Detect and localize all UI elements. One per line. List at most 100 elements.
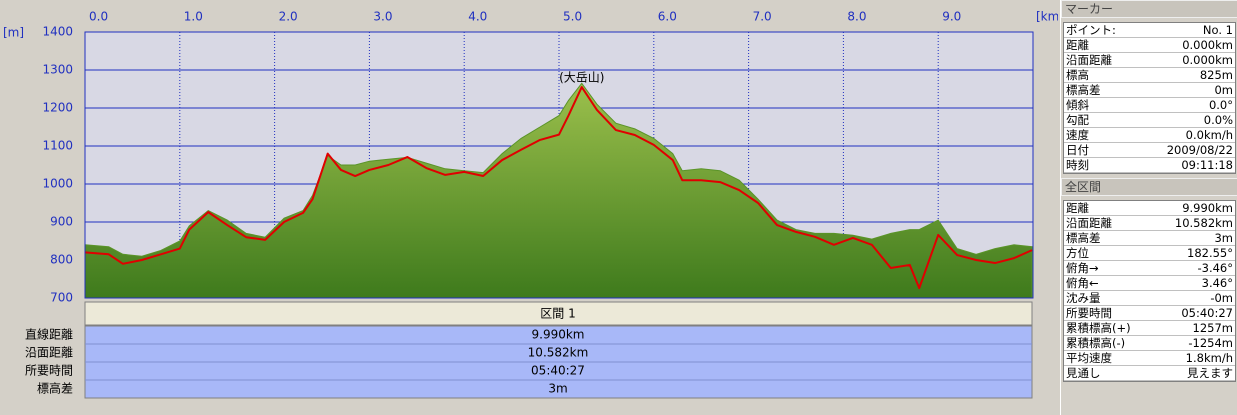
info-value: 05:40:27 (1181, 306, 1233, 320)
info-label: 標高 (1066, 68, 1089, 82)
info-row: 速度 0.0km/h (1064, 128, 1235, 143)
x-tick-label: 2.0 (279, 10, 298, 24)
y-tick-label: 1000 (42, 177, 73, 191)
info-label: 速度 (1066, 128, 1089, 142)
row-label: 沿面距離 (25, 346, 73, 360)
info-value: 3.46° (1201, 276, 1233, 290)
info-row: 日付 2009/08/22 (1064, 143, 1235, 158)
info-row: 方位 182.55° (1064, 246, 1235, 261)
y-tick-label: 1100 (42, 139, 73, 153)
x-tick-label: 6.0 (658, 10, 677, 24)
info-row: 俯角→ -3.46° (1064, 261, 1235, 276)
profile-chart: [m] [km] 区間 1 直線距離 9.990km 沿面距離 10.582km 所要時… (3, 10, 1058, 399)
x-tick-label: 3.0 (373, 10, 392, 24)
info-value: -3.46° (1197, 261, 1233, 275)
row-value: 3m (548, 382, 567, 396)
info-label: 傾斜 (1066, 98, 1089, 112)
info-row: 沿面距離 10.582km (1064, 216, 1235, 231)
info-value: 2009/08/22 (1166, 143, 1233, 157)
info-label: 俯角← (1066, 276, 1099, 290)
y-tick-label: 700 (50, 291, 73, 305)
info-label: 沿面距離 (1066, 216, 1112, 230)
info-row: 勾配 0.0% (1064, 113, 1235, 128)
info-row: 標高差 3m (1064, 231, 1235, 246)
info-value: 0.000km (1182, 38, 1233, 52)
track-line (84, 86, 1033, 290)
info-label: 俯角→ (1066, 261, 1099, 275)
info-row: 俯角← 3.46° (1064, 276, 1235, 291)
info-row: 傾斜 0.0° (1064, 98, 1235, 113)
info-value: 9.990km (1182, 201, 1233, 215)
peak-label: (大岳山) (559, 71, 604, 85)
row-label: 直線距離 (25, 327, 73, 342)
info-row: 累積標高(-) -1254m (1064, 336, 1235, 351)
info-row: 標高 825m (1064, 68, 1235, 83)
x-tick-label: 5.0 (563, 10, 582, 24)
info-label: 累積標高(-) (1066, 336, 1126, 350)
y-tick-label: 900 (50, 215, 73, 229)
y-tick-label: 1400 (42, 25, 73, 39)
row-value: 05:40:27 (531, 364, 585, 378)
x-tick-label: 7.0 (753, 10, 772, 24)
plot-frame (84, 31, 1034, 299)
section-header (84, 301, 1033, 326)
info-label: 沿面距離 (1066, 53, 1112, 67)
info-row: ポイント: No. 1 (1064, 23, 1235, 38)
info-label: 距離 (1066, 201, 1089, 215)
info-value: 0m (1214, 83, 1233, 97)
info-label: 日付 (1066, 143, 1089, 157)
info-value: -0m (1210, 291, 1233, 305)
info-label: 標高差 (1066, 231, 1101, 245)
x-unit: [km] (1036, 10, 1058, 24)
terrain-area (84, 82, 1033, 299)
info-value: -1254m (1188, 336, 1233, 350)
x-tick-label: 9.0 (942, 10, 961, 24)
info-row: 距離 9.990km (1064, 201, 1235, 216)
info-value: 1.8km/h (1185, 351, 1233, 365)
y-tick-label: 800 (50, 253, 73, 267)
info-value: 見えます (1187, 366, 1233, 380)
y-tick-label: 1200 (42, 101, 73, 115)
x-tick-label: 4.0 (468, 10, 487, 24)
total-title: 全区間 (1061, 178, 1237, 196)
row-value: 9.990km (532, 328, 585, 342)
info-label: 所要時間 (1066, 306, 1112, 320)
info-label: 平均速度 (1066, 351, 1112, 365)
info-row: 標高差 0m (1064, 83, 1235, 98)
info-value: 0.0km/h (1185, 128, 1233, 142)
info-row: 沿面距離 0.000km (1064, 53, 1235, 68)
info-label: 沈み量 (1066, 291, 1101, 305)
info-value: 0.0° (1208, 98, 1233, 112)
info-label: 累積標高(+) (1066, 321, 1131, 335)
y-tick-label: 1300 (42, 63, 73, 77)
info-value: 10.582km (1174, 216, 1233, 230)
info-row: 時刻 09:11:18 (1064, 158, 1235, 173)
x-tick-label: 1.0 (184, 10, 203, 24)
section-title: 区間 1 (540, 307, 575, 321)
info-label: 距離 (1066, 38, 1089, 52)
info-label: 標高差 (1066, 83, 1101, 97)
info-row: 平均速度 1.8km/h (1064, 351, 1235, 366)
info-label: 方位 (1066, 246, 1089, 260)
info-row: 見通し 見えます (1064, 366, 1235, 381)
info-label: 見通し (1066, 366, 1101, 380)
info-panel: マーカー ポイント: No. 1 距離 0.000km 沿面距離 0.000km 標高 825… (1060, 0, 1237, 415)
marker-title: マーカー (1061, 0, 1237, 18)
x-tick-label: 8.0 (847, 10, 866, 24)
info-row: 累積標高(+) 1257m (1064, 321, 1235, 336)
info-label: ポイント: (1066, 23, 1116, 37)
row-label: 標高差 (37, 381, 73, 396)
info-value: 1257m (1192, 321, 1233, 335)
x-tick-label: 0.0 (89, 10, 108, 24)
row-value: 10.582km (528, 346, 589, 360)
info-value: 825m (1199, 68, 1233, 82)
row-label: 所要時間 (25, 364, 73, 378)
marker-table: ポイント: No. 1 距離 0.000km 沿面距離 0.000km 標高 825m 標高差 0… (1063, 22, 1236, 174)
info-row: 沈み量 -0m (1064, 291, 1235, 306)
info-value: 182.55° (1187, 246, 1233, 260)
info-row: 距離 0.000km (1064, 38, 1235, 53)
info-value: 0.0% (1203, 113, 1233, 127)
info-value: No. 1 (1202, 23, 1233, 37)
info-row: 所要時間 05:40:27 (1064, 306, 1235, 321)
